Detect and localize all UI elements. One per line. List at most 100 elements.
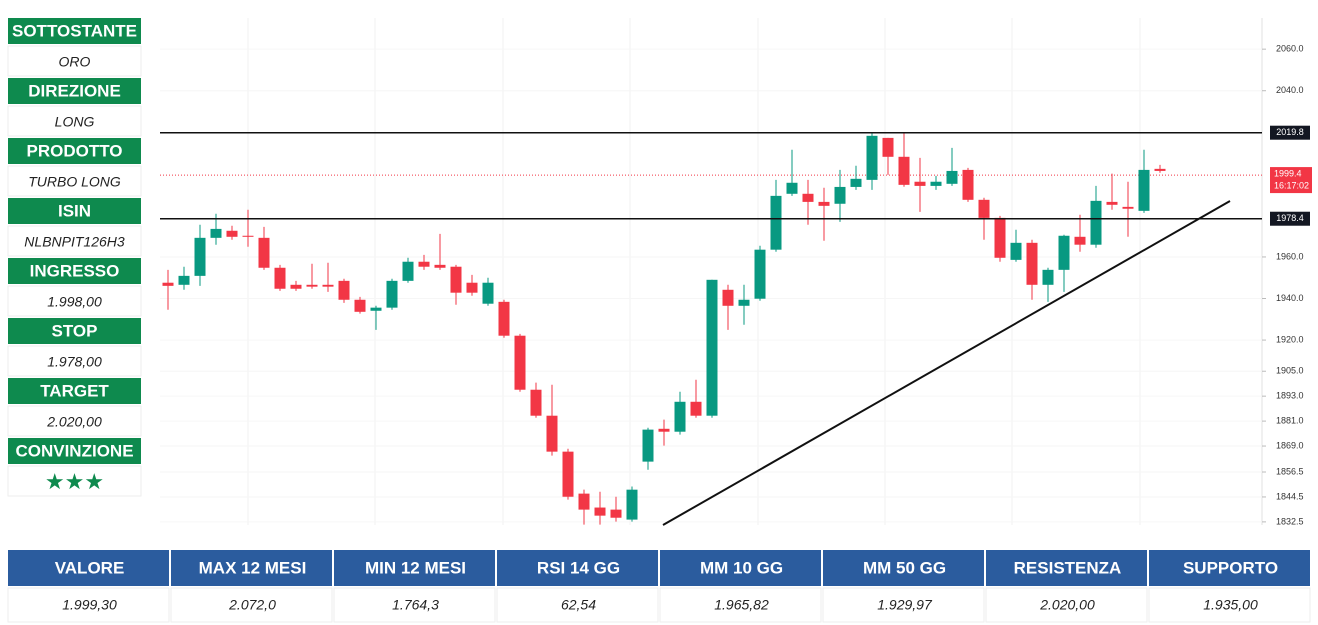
side-value: 1.998,00 [47, 294, 102, 310]
candle-body [354, 299, 366, 312]
candle-body [658, 428, 670, 432]
candle-body [898, 156, 910, 185]
candle-body [946, 170, 958, 184]
candle-body [1154, 168, 1166, 171]
table-header-cell [986, 550, 1147, 586]
side-value-bg [7, 285, 142, 317]
candle-body [706, 279, 718, 416]
candle-body [226, 230, 238, 237]
candle-body [930, 181, 942, 186]
candle-body [498, 301, 510, 336]
candle-body [274, 267, 286, 289]
candle-body [770, 195, 782, 250]
candle-body [882, 137, 894, 157]
side-label-bg [8, 378, 141, 404]
side-label-bg [8, 198, 141, 224]
level-label-bg [1270, 211, 1310, 226]
y-tick-label: 1920.0 [1276, 334, 1304, 344]
candle-body [210, 228, 222, 238]
side-label: ISIN [58, 201, 91, 220]
candle-body [322, 284, 334, 287]
table-header: MAX 12 MESI [199, 558, 307, 577]
sidebar: SOTTOSTANTE ORO DIREZIONE LONG PRODOTTO TURBO… [7, 18, 142, 497]
side-value: ORO [59, 54, 91, 70]
table-value: 1.935,00 [1203, 597, 1258, 613]
table-header-cell [660, 550, 821, 586]
table: VALORE MAX 12 MESI MIN 12 MESI RSI 14 GG MM … [7, 550, 1311, 623]
table-value: 1.965,82 [714, 597, 769, 613]
last-price-bg [1270, 167, 1312, 194]
last-price-label: 1999.4 [1274, 168, 1302, 178]
candle-body [1010, 242, 1022, 260]
table-value: 62,54 [561, 597, 596, 613]
table-cell [822, 587, 985, 623]
candle-body [738, 299, 750, 306]
level-label: 1978.4 [1276, 213, 1304, 223]
candle-body [370, 307, 382, 311]
y-tick-label: 1940.0 [1276, 293, 1304, 303]
side-label: PRODOTTO [26, 141, 122, 160]
side-label-bg [8, 18, 141, 44]
candle-body [722, 289, 734, 306]
candle-body [978, 199, 990, 218]
candle-body [1026, 242, 1038, 285]
candle-body [450, 266, 462, 293]
candle-body [546, 415, 558, 452]
y-tick-label: 1844.5 [1276, 491, 1304, 501]
candle-body [674, 401, 686, 432]
y-tick-label: 1832.5 [1276, 516, 1304, 526]
y-tick-label: 1856.5 [1276, 466, 1304, 476]
y-tick-label: 1881.0 [1276, 415, 1304, 425]
candle-body [162, 282, 174, 286]
side-label: CONVINZIONE [15, 441, 133, 460]
level-label: 2019.8 [1276, 127, 1304, 137]
candle-body [466, 282, 478, 293]
side-value: ★★★ [45, 469, 104, 494]
side-value-bg [7, 105, 142, 137]
candle-body [610, 509, 622, 518]
table-cell [7, 587, 170, 623]
side-value-bg [7, 345, 142, 377]
candle-body [338, 280, 350, 300]
table-cell [985, 587, 1148, 623]
candle-body [578, 493, 590, 510]
candle-body [1058, 235, 1070, 270]
candle-body [642, 429, 654, 462]
side-value: 1.978,00 [47, 354, 102, 370]
table-header-cell [1149, 550, 1310, 586]
table-header-cell [334, 550, 495, 586]
side-value: NLBNPIT126H3 [24, 234, 125, 250]
candle-body [690, 401, 702, 416]
table-cell [333, 587, 496, 623]
table-header-cell [171, 550, 332, 586]
candle-body [1122, 206, 1134, 209]
candle-body [1106, 201, 1118, 205]
table-header-cell [8, 550, 169, 586]
side-label-bg [8, 138, 141, 164]
table-header: MM 10 GG [700, 558, 783, 577]
table-header: MM 50 GG [863, 558, 946, 577]
candle-body [866, 135, 878, 180]
table-cell [1148, 587, 1311, 623]
side-label: STOP [52, 321, 98, 340]
table-value: 2.020,00 [1039, 597, 1095, 613]
candle-body [290, 284, 302, 289]
candle-body [386, 280, 398, 308]
chart: 2060.0 2040.0 1960.0 1940.0 1920.0 1905.0 1893… [160, 44, 1312, 526]
vertical-grid [247, 18, 1141, 525]
candle-body [818, 201, 830, 206]
countdown-label: 16:17:02 [1274, 180, 1309, 190]
candle-body [962, 169, 974, 200]
candle-body [530, 389, 542, 416]
table-header-cell [823, 550, 984, 586]
candle-body [786, 182, 798, 194]
table-header: RSI 14 GG [537, 558, 620, 577]
trend-line [662, 200, 1231, 526]
side-value-bg [7, 405, 142, 437]
table-header-cell [497, 550, 658, 586]
candle-body [482, 282, 494, 304]
table-value: 1.764,3 [392, 597, 439, 613]
side-label: DIREZIONE [28, 81, 121, 100]
candle-body [258, 237, 270, 268]
candle-body [562, 451, 574, 497]
